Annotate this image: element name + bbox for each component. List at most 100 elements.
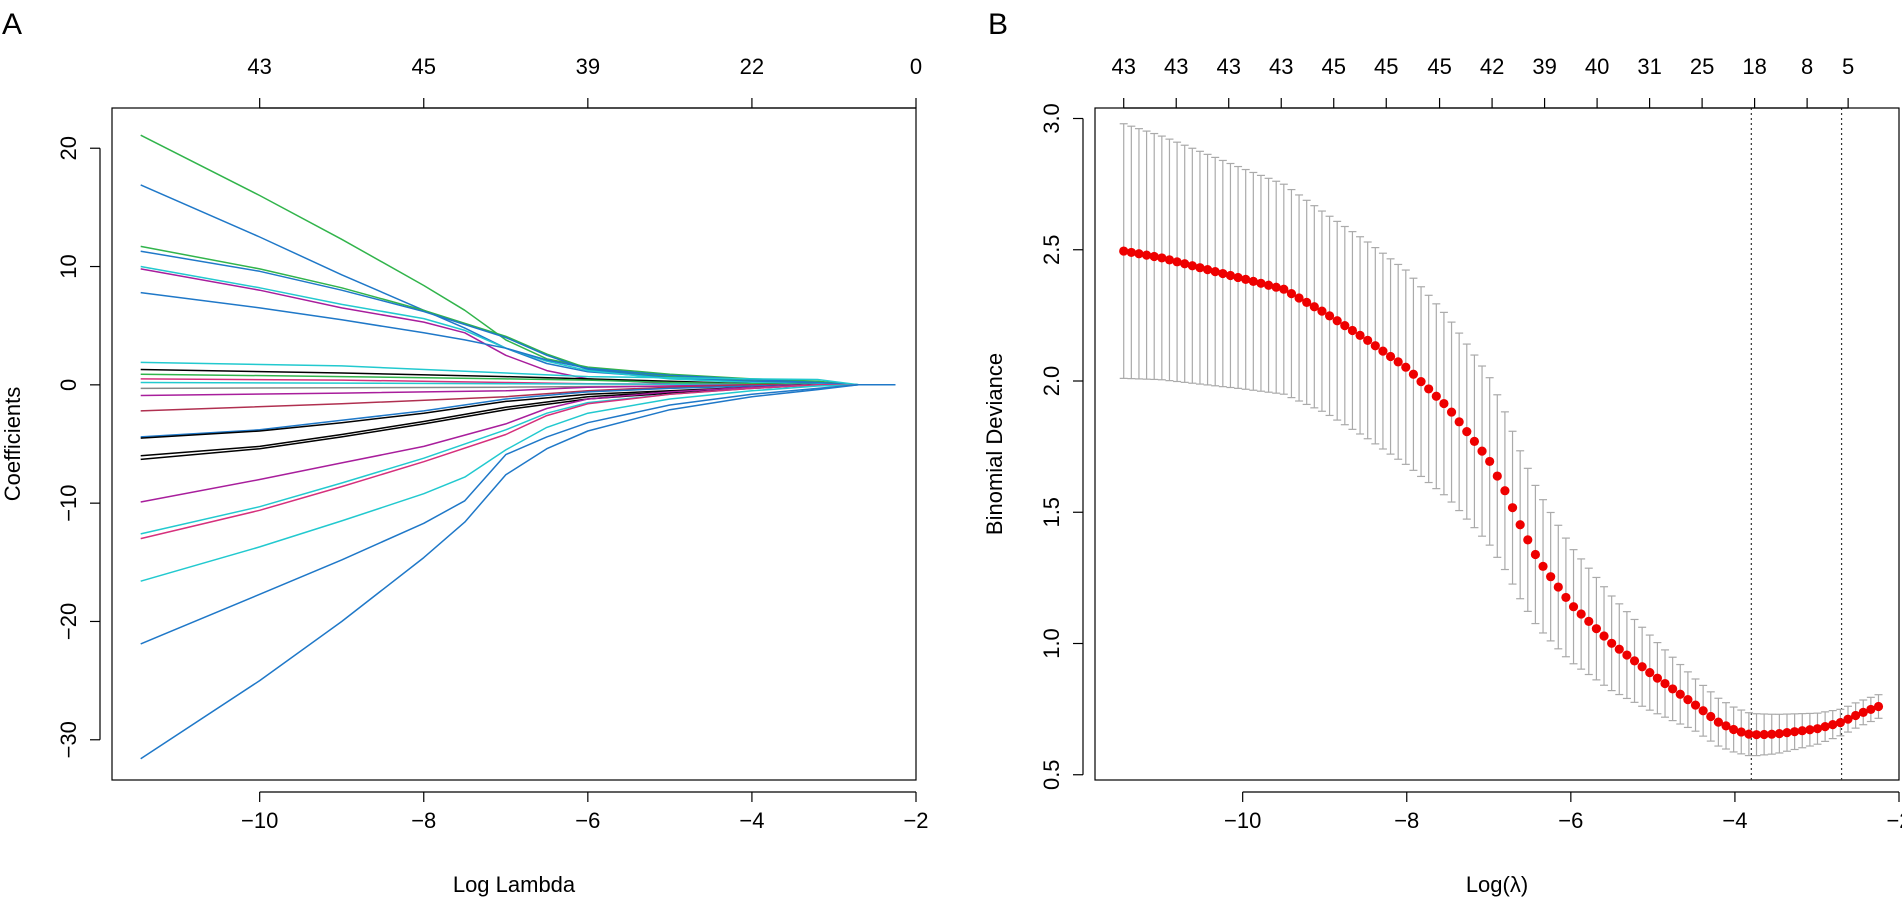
b-x-tick-label: −4 <box>1722 808 1747 833</box>
panel-a-x-axis: −10 −8 −6 −4 −2 <box>241 791 929 833</box>
cv-point <box>1271 282 1281 292</box>
cv-point <box>1370 341 1380 351</box>
b-top-tick-label: 45 <box>1321 54 1345 79</box>
cv-point <box>1774 729 1784 739</box>
coef-path-7 <box>140 291 896 386</box>
b-y-tick-label: 2.5 <box>1039 234 1064 265</box>
cv-point <box>1187 261 1197 271</box>
b-top-tick-label: 5 <box>1842 54 1854 79</box>
a-top-tick-label: 0 <box>910 54 922 79</box>
cv-point <box>1523 535 1533 545</box>
panel-a-label: A <box>2 8 22 41</box>
cv-point <box>1812 724 1823 734</box>
cv-point <box>1721 721 1731 731</box>
coef-path-25 <box>140 384 896 760</box>
b-x-tick-label: −2 <box>1886 808 1902 833</box>
cv-point <box>1492 471 1502 481</box>
cv-point <box>1126 247 1136 258</box>
panel-b-label: B <box>988 8 1008 41</box>
cv-point <box>1851 710 1861 721</box>
b-x-tick-label: −6 <box>1558 808 1583 833</box>
b-y-tick-label: 2.0 <box>1039 366 1064 397</box>
cv-point <box>1538 561 1548 571</box>
cv-point <box>1454 417 1464 427</box>
a-x-tick-label: −10 <box>241 808 278 833</box>
cv-point <box>1614 644 1624 654</box>
b-top-tick-label: 18 <box>1742 54 1766 79</box>
cv-point <box>1759 729 1769 740</box>
panel-b-error-bars <box>1119 123 1883 757</box>
cv-point <box>1248 276 1258 286</box>
cv-point <box>1637 662 1647 672</box>
b-x-tick-label: −8 <box>1394 808 1419 833</box>
coef-path-2 <box>140 184 896 386</box>
cv-point <box>1652 673 1662 683</box>
a-y-tick-label: −30 <box>56 721 81 758</box>
cv-point <box>1317 306 1327 316</box>
a-x-tick-label: −4 <box>739 808 764 833</box>
panel-b-top-axis: 43 43 43 43 45 45 45 42 39 40 31 25 18 8 5 <box>1111 54 1854 109</box>
panel-a-plot-frame <box>111 107 917 781</box>
cv-point <box>1164 255 1175 265</box>
cv-point <box>1172 257 1182 267</box>
cv-point <box>1515 520 1525 530</box>
b-top-tick-label: 40 <box>1585 54 1609 79</box>
cv-point <box>1645 668 1655 678</box>
cv-point <box>1629 656 1640 666</box>
a-y-tick-label: −10 <box>56 484 81 521</box>
cv-point <box>1378 346 1388 356</box>
a-y-tick-label: 0 <box>56 379 81 391</box>
b-top-tick-label: 43 <box>1216 54 1240 79</box>
panel-b-lambda-reference-lines <box>1750 108 1843 780</box>
a-top-tick-label: 39 <box>576 54 600 79</box>
cv-point <box>1256 278 1266 288</box>
a-y-tick-label: 20 <box>56 136 81 160</box>
coef-path-15 <box>140 384 896 412</box>
cv-point <box>1439 398 1449 409</box>
cv-point <box>1607 638 1617 648</box>
cv-point <box>1553 582 1563 592</box>
coef-path-23 <box>140 384 896 582</box>
panel-a-coefficient-paths <box>140 134 896 760</box>
cv-point <box>1485 456 1495 467</box>
cv-point <box>1424 384 1434 394</box>
b-y-tick-label: 1.5 <box>1039 497 1064 528</box>
b-top-tick-label: 42 <box>1480 54 1504 79</box>
cv-point <box>1347 325 1358 336</box>
cv-point <box>1736 727 1746 737</box>
coef-path-20 <box>140 384 896 503</box>
cv-point <box>1622 650 1632 660</box>
a-y-tick-label: 10 <box>56 254 81 278</box>
cv-point <box>1119 246 1129 256</box>
cv-point <box>1180 259 1190 269</box>
cv-point <box>1218 268 1228 279</box>
panel-b-x-axis: −10 −8 −6 −4 −2 <box>1224 791 1902 833</box>
cv-point <box>1225 270 1236 281</box>
cv-point <box>1263 280 1274 290</box>
a-top-tick-label: 22 <box>740 54 764 79</box>
cv-point <box>1729 724 1739 735</box>
cv-point <box>1568 602 1579 612</box>
b-top-tick-label: 39 <box>1532 54 1556 79</box>
cv-point <box>1469 436 1480 446</box>
cv-point <box>1141 250 1152 260</box>
cv-point <box>1683 695 1693 705</box>
cv-point <box>1149 251 1159 262</box>
cv-point <box>1340 321 1350 331</box>
cv-point <box>1530 549 1541 560</box>
a-top-tick-label: 45 <box>412 54 436 79</box>
cv-point <box>1767 729 1777 739</box>
cv-point <box>1431 391 1441 401</box>
cv-point <box>1790 727 1800 737</box>
cv-point <box>1477 446 1487 456</box>
cv-point <box>1157 253 1167 263</box>
panel-b: B −10−8−6−4−2 0.51.01.52.02.53.0 4343434… <box>982 8 1902 897</box>
panel-b-y-axis: 0.5 1.0 1.5 2.0 2.5 3.0 <box>1039 103 1084 790</box>
cv-point <box>1805 725 1815 735</box>
cv-point <box>1202 265 1213 275</box>
b-top-tick-label: 45 <box>1374 54 1398 79</box>
b-y-tick-label: 3.0 <box>1039 103 1064 134</box>
cv-point <box>1797 726 1807 736</box>
cv-point <box>1416 376 1426 387</box>
